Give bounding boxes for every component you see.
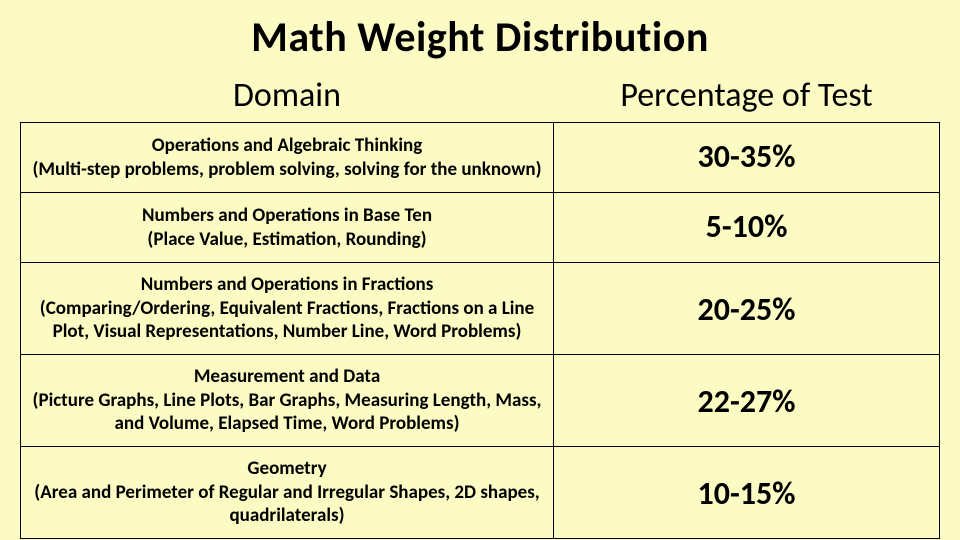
table-row: Geometry (Area and Perimeter of Regular … xyxy=(21,447,940,539)
table-row: Operations and Algebraic Thinking (Multi… xyxy=(21,123,940,193)
domain-title: Measurement and Data xyxy=(31,365,543,389)
percentage-cell: 10-15% xyxy=(554,447,940,539)
table-row: Measurement and Data (Picture Graphs, Li… xyxy=(21,355,940,447)
domain-cell: Numbers and Operations in Base Ten (Plac… xyxy=(21,193,554,263)
domain-title: Geometry xyxy=(31,457,543,481)
domain-description: (Picture Graphs, Line Plots, Bar Graphs,… xyxy=(31,389,543,437)
domain-title: Numbers and Operations in Base Ten xyxy=(31,204,543,228)
percentage-cell: 5-10% xyxy=(554,193,940,263)
header-domain: Domain xyxy=(21,71,554,123)
domain-description: (Multi-step problems, problem solving, s… xyxy=(31,158,543,182)
percentage-cell: 30-35% xyxy=(554,123,940,193)
percentage-cell: 20-25% xyxy=(554,263,940,355)
domain-cell: Measurement and Data (Picture Graphs, Li… xyxy=(21,355,554,447)
table-row: Numbers and Operations in Base Ten (Plac… xyxy=(21,193,940,263)
domain-description: (Place Value, Estimation, Rounding) xyxy=(31,228,543,252)
domain-cell: Geometry (Area and Perimeter of Regular … xyxy=(21,447,554,539)
domain-cell: Numbers and Operations in Fractions (Com… xyxy=(21,263,554,355)
page-title: Math Weight Distribution xyxy=(20,12,940,63)
domain-cell: Operations and Algebraic Thinking (Multi… xyxy=(21,123,554,193)
table-header-row: Domain Percentage of Test xyxy=(21,71,940,123)
domain-description: (Area and Perimeter of Regular and Irreg… xyxy=(31,481,543,529)
domain-description: (Comparing/Ordering, Equivalent Fraction… xyxy=(31,297,543,345)
percentage-cell: 22-27% xyxy=(554,355,940,447)
domain-title: Operations and Algebraic Thinking xyxy=(31,134,543,158)
domain-title: Numbers and Operations in Fractions xyxy=(31,273,543,297)
table-row: Numbers and Operations in Fractions (Com… xyxy=(21,263,940,355)
weight-distribution-table: Domain Percentage of Test Operations and… xyxy=(20,71,940,539)
header-percentage: Percentage of Test xyxy=(554,71,940,123)
